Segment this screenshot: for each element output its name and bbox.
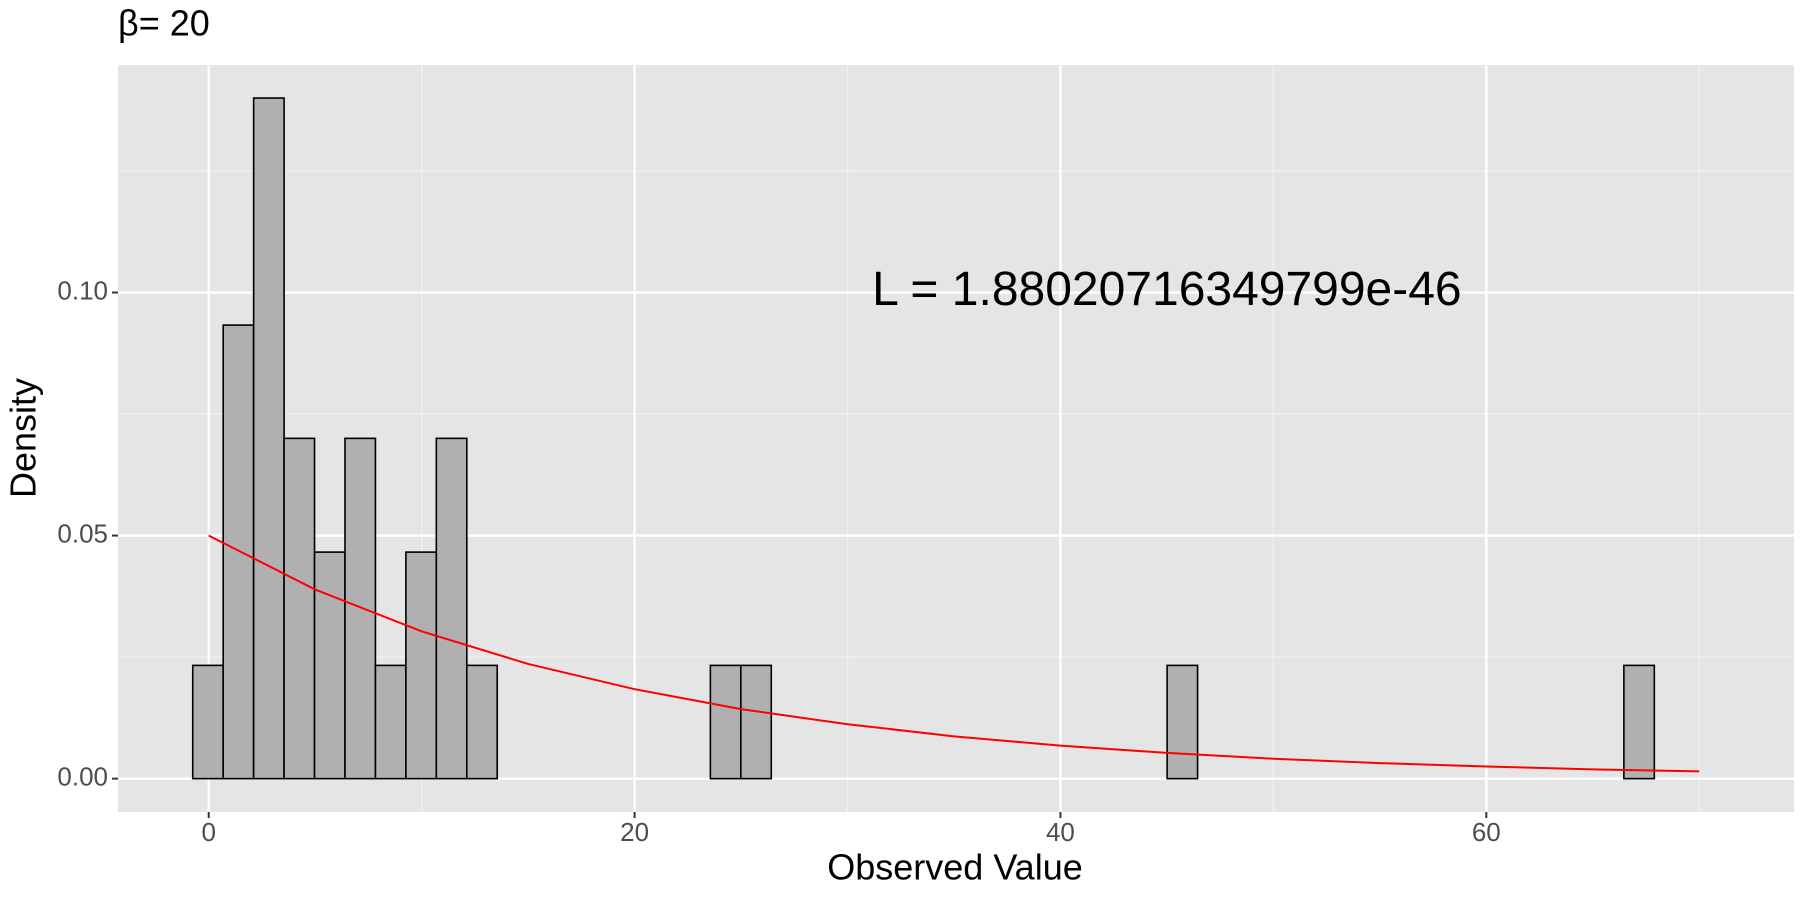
x-tick-label: 60 xyxy=(1472,817,1501,847)
histogram-bar xyxy=(252,97,285,780)
y-tick-label: 0.10 xyxy=(57,275,108,305)
annotation: L = 1.88020716349799e-46 xyxy=(872,263,1461,316)
y-tick-label: 0.00 xyxy=(57,762,108,792)
chart-title: β= 20 xyxy=(118,3,210,44)
histogram-bar xyxy=(283,437,316,780)
histogram-bar xyxy=(313,551,346,780)
x-tick-label: 0 xyxy=(201,817,215,847)
histogram-bar xyxy=(374,664,407,780)
histogram-bar xyxy=(344,437,377,780)
histogram-bar xyxy=(1623,664,1656,780)
x-axis-title: Observed Value xyxy=(827,847,1082,888)
y-axis-title: Density xyxy=(3,378,44,498)
histogram-bar xyxy=(405,551,438,780)
histogram-bar xyxy=(465,664,499,780)
histogram-bar xyxy=(709,664,742,780)
x-tick-label: 20 xyxy=(620,817,649,847)
histogram-bar xyxy=(191,664,224,780)
histogram-bar xyxy=(222,324,255,780)
x-tick-label: 40 xyxy=(1046,817,1075,847)
y-tick-label: 0.05 xyxy=(57,518,108,548)
histogram-bar xyxy=(1166,664,1199,780)
histogram-bar xyxy=(435,437,468,780)
density-curve xyxy=(208,534,1700,773)
histogram-bar xyxy=(740,664,773,780)
